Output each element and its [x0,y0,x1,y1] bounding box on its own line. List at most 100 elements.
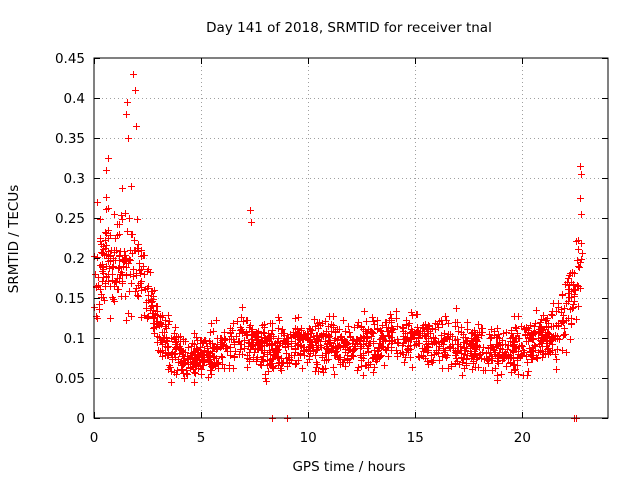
data-point [150,293,157,300]
data-point [385,324,392,331]
data-point [178,347,185,354]
data-point [306,356,313,363]
data-point [453,355,460,362]
data-point [378,344,385,351]
data-point [424,349,431,356]
data-point [553,356,560,363]
data-point [259,347,266,354]
data-point [278,355,285,362]
data-point [529,356,536,363]
data-point [374,325,381,332]
data-point [452,352,459,359]
data-point [473,336,480,343]
data-point [207,329,214,336]
data-point [292,315,299,322]
data-point [522,331,529,338]
data-point [470,343,477,350]
data-point [292,349,299,356]
data-point-peak [94,199,101,206]
data-point [570,281,577,288]
data-point [191,369,198,376]
data-point [441,337,448,344]
data-point [574,257,581,264]
data-point [207,340,214,347]
data-point [511,313,518,320]
data-point [314,346,321,353]
y-tick-label: 0.2 [64,251,85,267]
data-point [385,332,392,339]
data-point [279,326,286,333]
data-point [269,364,276,371]
data-point [431,339,438,346]
data-point [342,349,349,356]
data-point [119,216,126,223]
data-point [94,315,101,322]
data-point [510,355,517,362]
data-point [208,367,215,374]
data-point [491,347,498,354]
data-point [100,243,107,250]
data-point [218,353,225,360]
data-point [478,355,485,362]
data-point-peak [128,183,135,190]
data-point [573,316,580,323]
data-point [113,279,120,286]
data-point [528,335,535,342]
data-point [340,317,347,324]
data-point [123,264,130,271]
data-point [394,350,401,357]
data-point [305,348,312,355]
data-point [575,303,582,310]
data-point [479,329,486,336]
data-point [168,368,175,375]
data-point [330,364,337,371]
data-point [227,352,234,359]
data-point [537,347,544,354]
data-point [238,326,245,333]
axis-ticks: 0 0.05 0.1 0.15 0.2 0.25 0.3 0.35 0.4 0.45 0 5 10 15 2… [55,51,608,446]
data-point [575,283,582,290]
data-point [233,333,240,340]
data-point [461,344,468,351]
data-point [488,357,495,364]
data-point [227,329,234,336]
data-point [103,242,110,249]
data-point [422,321,429,328]
data-point [128,231,135,238]
data-point [144,285,151,292]
data-point [116,252,123,259]
data-point [115,265,122,272]
data-point [274,354,281,361]
data-point [514,357,521,364]
data-point [253,358,260,365]
data-point [280,338,287,345]
data-point [326,340,333,347]
data-point [370,354,377,361]
data-point [574,282,581,289]
data-point [114,275,121,282]
data-point [138,278,145,285]
data-point [518,323,525,330]
data-point [151,287,158,294]
data-point [127,271,134,278]
data-point [494,372,501,379]
y-axis-label: SRMTID / TECUs [6,185,22,293]
data-point [578,240,585,247]
data-point [332,335,339,342]
data-point [323,350,330,357]
data-point [554,346,561,353]
data-point [174,367,181,374]
data-point [102,229,109,236]
data-point [418,352,425,359]
data-point [237,346,244,353]
data-point [334,326,341,333]
data-point [132,288,139,295]
data-point [210,344,217,351]
data-point [135,248,142,255]
data-point [350,336,357,343]
data-point [493,343,500,350]
data-point [173,371,180,378]
data-point [117,271,124,278]
data-point [535,330,542,337]
data-point [439,365,446,372]
